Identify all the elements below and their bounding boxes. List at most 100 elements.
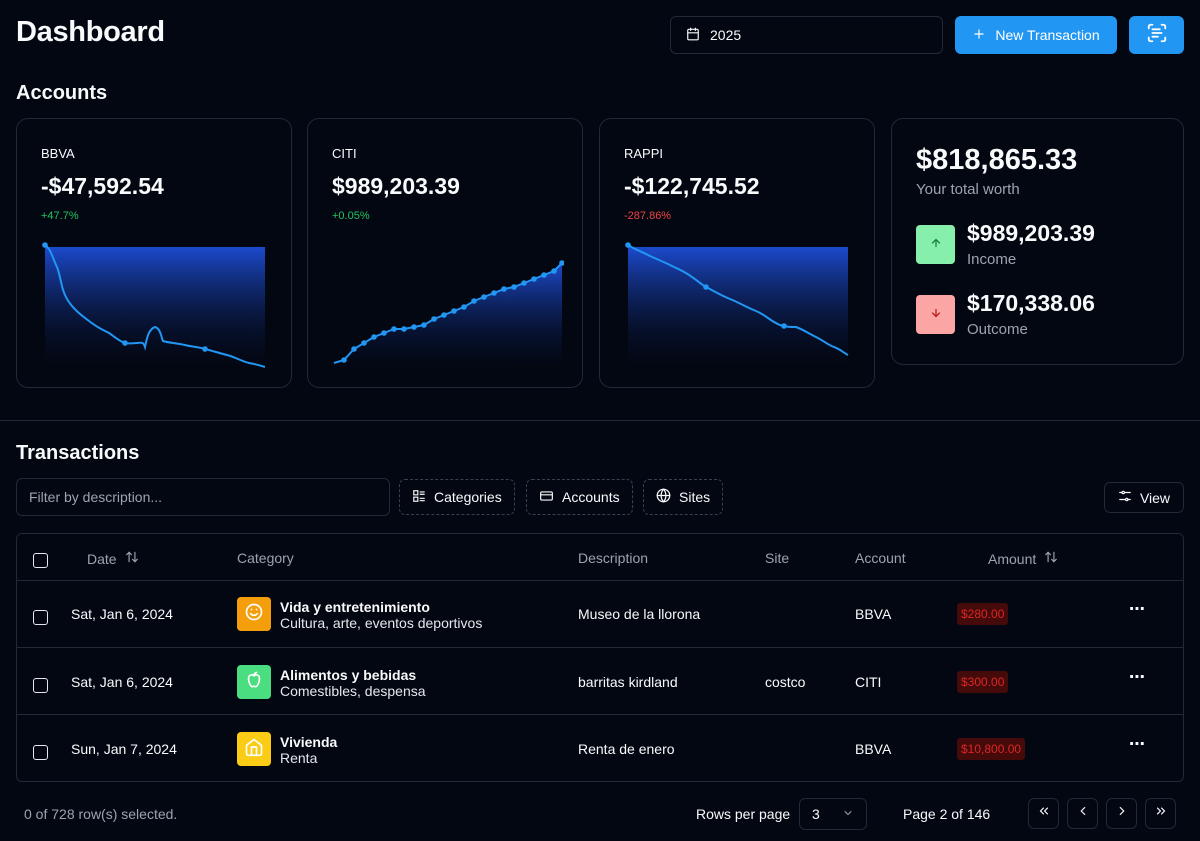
apple-icon — [244, 670, 264, 695]
total-worth-value: $818,865.33 — [916, 144, 1078, 176]
accounts-filter-button[interactable]: Accounts — [526, 479, 633, 515]
amount-badge: $280.00 — [957, 603, 1009, 625]
chevron-left-icon — [1076, 804, 1090, 823]
subcategory-name: Comestibles, despensa — [280, 683, 426, 699]
rows-per-page-value: 3 — [812, 806, 820, 822]
sites-filter-button[interactable]: Sites — [643, 479, 724, 515]
new-transaction-button[interactable]: New Transaction — [955, 16, 1117, 54]
categories-label: Categories — [434, 489, 502, 505]
account-balance: -$122,745.52 — [624, 173, 760, 199]
description-column-header: Description — [578, 550, 649, 566]
globe-icon — [656, 488, 671, 506]
account-balance: $989,203.39 — [332, 173, 460, 199]
subcategory-name: Renta — [280, 750, 318, 766]
more-actions-icon[interactable]: ⋯ — [1129, 601, 1146, 618]
category-name: Vida y entretenimiento — [280, 599, 430, 615]
filter-description-input[interactable] — [16, 478, 390, 516]
chevrons-left-icon — [1037, 804, 1051, 823]
row-date: Sat, Jan 6, 2024 — [71, 674, 173, 690]
account-card-rappi[interactable]: RAPPI -$122,745.52 -287.86% — [599, 118, 875, 388]
account-card-bbva[interactable]: BBVA -$47,592.54 +47.7% — [16, 118, 292, 388]
income-indicator — [916, 225, 955, 264]
category-name: Vivienda — [280, 734, 338, 750]
home-icon — [244, 737, 264, 762]
view-options-button[interactable]: View — [1104, 482, 1184, 513]
account-card-citi[interactable]: CITI $989,203.39 +0.05% — [307, 118, 583, 388]
row-checkbox[interactable] — [33, 678, 48, 693]
rows-per-page-select[interactable]: 3 — [799, 798, 867, 830]
select-all-checkbox[interactable] — [33, 553, 48, 568]
amount-column-header[interactable]: Amount — [988, 550, 1058, 567]
category-icon-box — [237, 665, 271, 699]
first-page-button[interactable] — [1028, 798, 1059, 829]
category-column-header: Category — [237, 550, 294, 566]
chevron-down-icon — [842, 806, 854, 822]
row-date: Sun, Jan 7, 2024 — [71, 741, 177, 757]
row-description: Museo de la llorona — [578, 606, 701, 622]
total-worth-label: Your total worth — [916, 181, 1020, 198]
scan-text-icon — [1146, 22, 1168, 49]
date-picker[interactable]: 2025 — [670, 16, 943, 54]
last-page-button[interactable] — [1145, 798, 1176, 829]
site-column-header: Site — [765, 550, 790, 566]
table-row[interactable]: Sat, Jan 6, 2024 Alimentos y bebidas Com… — [17, 648, 1183, 715]
total-worth-card: $818,865.33 Your total worth $989,203.39… — [891, 118, 1184, 365]
row-description: barritas kirdland — [578, 674, 678, 690]
scan-receipt-button[interactable] — [1129, 16, 1184, 54]
row-account: BBVA — [855, 606, 892, 622]
category-icon-box — [237, 597, 271, 631]
arrow-up-icon — [930, 236, 942, 254]
accounts-heading: Accounts — [16, 82, 108, 104]
accounts-label: Accounts — [562, 489, 620, 505]
row-account: CITI — [855, 674, 882, 690]
previous-page-button[interactable] — [1067, 798, 1098, 829]
page-title: Dashboard — [16, 16, 165, 48]
income-label: Income — [967, 251, 1017, 268]
table-row[interactable]: Sat, Jan 6, 2024 Vida y entretenimiento … — [17, 581, 1183, 648]
row-description: Renta de enero — [578, 741, 675, 757]
page-info: Page 2 of 146 — [903, 806, 991, 822]
amount-badge: $10,800.00 — [957, 738, 1026, 760]
transactions-table: Date Category Description Site Account A… — [16, 533, 1184, 782]
categories-filter-button[interactable]: Categories — [399, 479, 515, 515]
row-account: BBVA — [855, 741, 892, 757]
date-value: 2025 — [710, 27, 742, 43]
more-actions-icon[interactable]: ⋯ — [1129, 669, 1146, 686]
selection-count: 0 of 728 row(s) selected. — [24, 806, 178, 822]
section-divider — [0, 420, 1200, 421]
sparkline-chart — [333, 260, 564, 369]
category-name: Alimentos y bebidas — [280, 667, 417, 683]
view-label: View — [1139, 489, 1171, 506]
calendar-icon — [686, 27, 700, 44]
sort-icon — [125, 550, 139, 567]
new-transaction-label: New Transaction — [995, 27, 1100, 43]
outcome-label: Outcome — [967, 321, 1028, 338]
account-name: CITI — [332, 146, 357, 161]
account-change: -287.86% — [624, 210, 672, 222]
more-actions-icon[interactable]: ⋯ — [1129, 736, 1146, 753]
chevrons-right-icon — [1154, 804, 1168, 823]
next-page-button[interactable] — [1106, 798, 1137, 829]
list-icon — [412, 489, 426, 506]
transactions-heading: Transactions — [16, 442, 140, 464]
sparkline-chart — [42, 242, 266, 368]
rows-per-page-label: Rows per page — [696, 806, 791, 822]
table-row[interactable]: Sun, Jan 7, 2024 Vivienda Renta Renta de… — [17, 715, 1183, 781]
smile-icon — [244, 602, 264, 627]
row-checkbox[interactable] — [33, 610, 48, 625]
subcategory-name: Cultura, arte, eventos deportivos — [280, 615, 483, 631]
credit-card-icon — [539, 489, 554, 506]
sites-label: Sites — [679, 489, 711, 505]
date-column-header[interactable]: Date — [87, 550, 139, 567]
outcome-indicator — [916, 295, 955, 334]
amount-badge: $300.00 — [957, 671, 1009, 693]
account-balance: -$47,592.54 — [41, 173, 164, 199]
row-site: costco — [765, 674, 806, 690]
chevron-right-icon — [1115, 804, 1129, 823]
row-checkbox[interactable] — [33, 745, 48, 760]
account-change: +0.05% — [332, 210, 370, 222]
outcome-value: $170,338.06 — [967, 290, 1095, 316]
income-value: $989,203.39 — [967, 220, 1095, 246]
account-name: BBVA — [41, 146, 75, 161]
arrow-down-icon — [930, 306, 942, 324]
